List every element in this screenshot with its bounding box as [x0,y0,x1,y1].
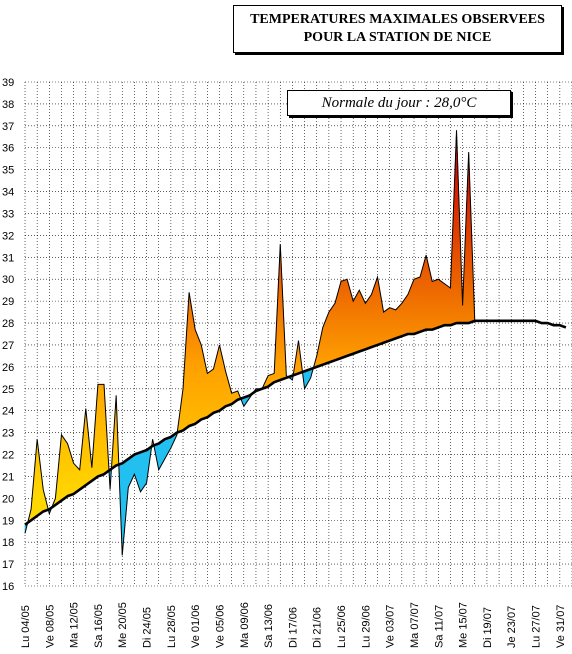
warm-anomaly-area [61,433,68,502]
x-tick-label: Ma 07/07 [409,602,421,648]
warm-anomaly-area [437,278,445,328]
grid-lines [24,81,572,587]
y-tick-label: 27 [2,340,14,352]
chart-title-line2: POUR LA STATION DE NICE [303,30,492,45]
y-tick-label: 26 [2,362,14,374]
warm-anomaly-area [207,368,214,418]
x-tick-label: Me 20/05 [117,602,129,648]
warm-anomaly-area [371,276,378,348]
x-tick-label: Ma 12/05 [69,602,81,648]
y-tick-label: 17 [2,559,14,571]
x-tick-label: Me 15/07 [458,602,470,648]
y-tick-label: 37 [2,121,14,133]
warm-anomaly-area [413,276,421,335]
y-tick-label: 33 [2,208,14,220]
chart-title-box: TEMPERATURES MAXIMALES OBSERVEES POUR LA… [233,5,562,53]
warm-anomaly-area [340,278,348,359]
x-tick-label: Lu 04/05 [20,605,32,648]
y-tick-label: 16 [2,581,14,593]
x-tick-label: Lu 29/06 [360,605,372,648]
y-tick-label: 28 [2,318,14,330]
cold-anomaly-area [164,436,172,461]
warm-anomaly-area [383,307,390,344]
y-tick-label: 30 [2,274,14,286]
x-tick-label: Sa 13/06 [263,604,275,648]
x-tick-label: Ve 05/06 [214,605,226,648]
normal-annotation: Normale du jour : 28,0°C [287,90,511,116]
warm-anomaly-area [431,278,439,331]
warm-anomaly-area [401,293,409,337]
anomaly-areas [24,130,476,556]
y-tick-label: 22 [2,450,14,462]
y-tick-label: 39 [2,77,14,89]
y-tick-label: 36 [2,143,14,155]
x-tick-label: Di 21/06 [312,607,324,648]
warm-anomaly-area [328,302,336,363]
y-tick-label: 19 [2,515,14,527]
x-tick-label: Ma 09/06 [239,602,251,648]
cold-anomaly-area [134,451,141,492]
y-tick-label: 25 [2,384,14,396]
x-tick-label: Ve 08/05 [44,605,56,648]
y-tick-label: 35 [2,165,14,177]
x-tick-label: Ve 01/06 [190,605,202,648]
warm-anomaly-area [67,443,74,497]
x-tick-label: Je 23/07 [506,606,518,648]
y-tick-label: 21 [2,471,14,483]
y-tick-label: 38 [2,99,14,111]
x-tick-label: Sa 16/05 [93,604,105,648]
y-tick-label: 29 [2,296,14,308]
y-tick-label: 31 [2,252,14,264]
observed-temperature-line [24,130,476,556]
warm-anomaly-area [389,307,397,341]
warm-anomaly-area [444,283,451,326]
x-tick-label: Di 17/06 [287,607,299,648]
x-tick-label: Ve 31/07 [555,605,567,648]
x-tick-label: Di 19/07 [482,607,494,648]
x-tick-label: Lu 28/05 [166,605,178,648]
x-tick-label: Di 24/05 [142,607,154,648]
y-tick-label: 18 [2,537,14,549]
warm-anomaly-area [358,290,366,352]
y-tick-label: 24 [2,406,14,418]
warm-anomaly-area [219,344,226,412]
x-tick-label: Lu 25/06 [336,605,348,648]
normal-temperature-line [24,319,567,526]
y-tick-label: 32 [2,230,14,242]
x-tick-label: Lu 27/07 [531,605,543,648]
warm-anomaly-area [200,344,208,420]
x-tick-label: Ve 03/07 [385,605,397,648]
warm-anomaly-area [377,276,384,346]
y-tick-label: 23 [2,428,14,440]
y-tick-label: 34 [2,187,14,199]
warm-anomaly-area [97,384,105,477]
chart-title-line1: TEMPERATURES MAXIMALES OBSERVEES [250,12,545,27]
x-tick-label: Sa 11/07 [433,605,445,648]
cold-anomaly-area [140,449,147,493]
y-tick-label: 20 [2,493,14,505]
